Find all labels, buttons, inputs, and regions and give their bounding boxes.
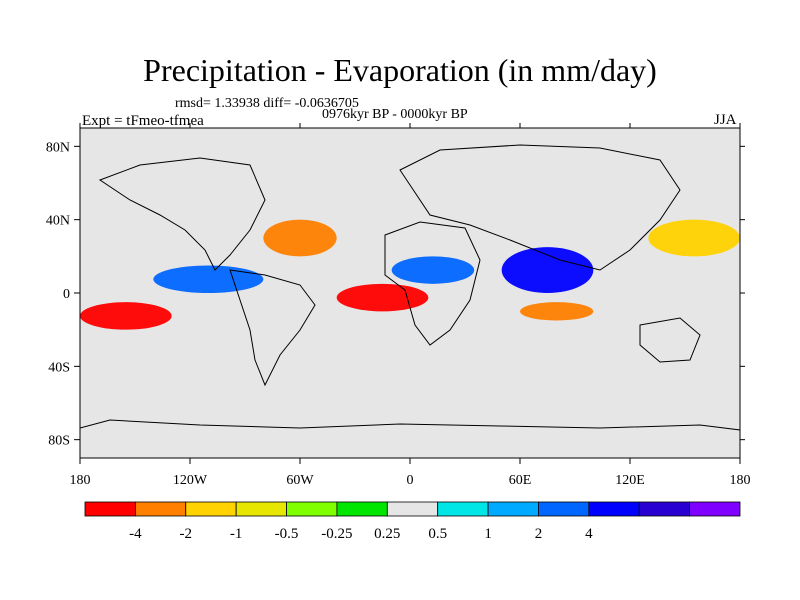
colorbar-swatch-0 — [84, 501, 136, 517]
x-tick-label-5: 120E — [615, 473, 645, 488]
colorbar-label-8: 2 — [535, 526, 543, 542]
colorbar-label-9: 4 — [585, 526, 593, 542]
colorbar-swatch-6 — [386, 501, 439, 517]
region-southern-ocean-positive — [80, 366, 740, 394]
colorbar-swatch-10 — [588, 501, 640, 517]
rmsd-diff-stats: rmsd= 1.33938 diff= -0.0636705 — [175, 96, 359, 111]
colorbar-swatch-5 — [336, 501, 388, 517]
y-tick-label-4: 80S — [48, 434, 70, 449]
x-tick-label-0: 180 — [70, 473, 91, 488]
y-tick-label-2: 0 — [63, 287, 70, 302]
x-tick-label-6: 180 — [730, 473, 751, 488]
colorbar-label-3: -0.5 — [275, 526, 299, 542]
season-label: JJA — [714, 112, 737, 128]
continent-outline-1 — [98, 157, 266, 271]
continent-outline-2 — [229, 269, 316, 387]
colorbar-swatch-7 — [437, 501, 489, 517]
region-sahel-positive — [391, 256, 475, 284]
colorbar-swatch-3 — [235, 501, 287, 517]
region-north-pacific-negative — [648, 219, 741, 257]
region-tropical-atlantic-negative — [336, 283, 429, 312]
y-tick-label-3: 40S — [48, 360, 70, 375]
y-tick-label-0: 80N — [46, 140, 70, 155]
colorbar-swatch-1 — [134, 501, 187, 517]
region-north-atlantic-negative — [263, 219, 337, 257]
region-tropical-east-pacific-positive — [153, 265, 264, 293]
x-tick-label-1: 120W — [173, 473, 208, 488]
chart-title: Precipitation - Evaporation (in mm/day) — [143, 52, 657, 88]
colorbar-label-4: -0.25 — [321, 526, 352, 542]
region-east-indian-negative — [520, 302, 594, 321]
continent-outline-3 — [384, 221, 481, 346]
colorbar-label-6: 0.5 — [428, 526, 447, 542]
colorbar-swatch-4 — [286, 501, 338, 517]
continent-outline-5 — [639, 317, 701, 363]
experiment-label: Expt = tFmeo-tfmea — [82, 113, 204, 129]
continent-outline-4 — [399, 144, 681, 271]
colorbar-swatch-11 — [638, 501, 691, 517]
x-tick-label-4: 60E — [509, 473, 532, 488]
colorbar-label-7: 1 — [484, 526, 492, 542]
colorbar-swatch-2 — [185, 501, 237, 517]
colorbar-swatch-9 — [538, 501, 590, 517]
colorbar-label-2: -1 — [230, 526, 243, 542]
colorbar-label-1: -2 — [180, 526, 193, 542]
y-tick-label-1: 40N — [46, 214, 70, 229]
region-indian-ocean-positive — [501, 247, 594, 293]
colorbar-swatch-12 — [689, 501, 741, 517]
x-tick-label-3: 0 — [407, 473, 414, 488]
colorbar-label-5: 0.25 — [374, 526, 400, 542]
period-label: 0976kyr BP - 0000kyr BP — [322, 107, 468, 122]
colorbar-label-0: -4 — [129, 526, 142, 542]
x-tick-label-2: 60W — [286, 473, 314, 488]
region-south-pacific-negative — [80, 302, 172, 330]
colorbar-swatch-8 — [487, 501, 539, 517]
